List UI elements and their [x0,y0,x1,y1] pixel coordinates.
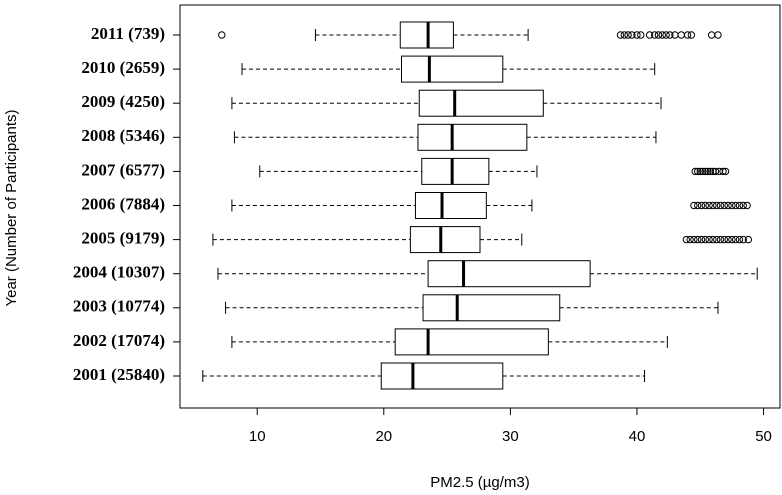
outlier [714,31,722,39]
outlier [628,31,636,39]
outlier [706,167,715,176]
outlier [658,31,666,39]
outlier [739,235,747,244]
outlier [677,31,685,39]
box [427,260,591,288]
outlier [699,167,707,176]
outlier [701,167,710,176]
box [409,226,481,254]
outlier [721,167,730,176]
outlier [696,167,704,176]
outlier [694,235,702,244]
outlier [724,201,732,210]
outlier [735,201,744,210]
x-axis-label: PM2.5 (µg/m3) [430,474,530,491]
y-tick-label: 2001 (25840) [73,365,165,384]
outlier [719,167,727,176]
x-tick-label: 10 [249,428,266,445]
outlier [637,31,645,39]
outlier [691,167,699,176]
y-tick-label: 2004 (10307) [73,263,165,282]
outlier [709,235,717,244]
outlier [713,201,721,210]
box [401,55,504,83]
outlier [705,201,713,210]
outlier [739,201,747,210]
y-tick-label: 2005 (9179) [81,229,165,248]
outlier [624,31,632,39]
outlier [690,235,698,244]
outlier [731,235,740,244]
outlier [697,201,706,210]
y-tick-label: 2003 (10774) [73,297,165,316]
y-tick-label: 2010 (2659) [81,58,165,77]
box [414,192,487,219]
outlier [744,235,753,244]
box [394,328,549,356]
x-tick-label: 50 [755,428,772,445]
outlier [711,167,720,176]
outlier [709,201,717,210]
x-tick-label: 20 [375,428,392,445]
outlier [724,235,732,244]
outlier [654,31,663,39]
outlier [687,31,696,39]
outlier [620,31,629,39]
outlier [716,235,725,244]
box [418,89,544,117]
outlier [686,235,694,244]
outlier [694,201,702,210]
outlier [697,235,706,244]
outlier [705,235,713,244]
outlier [690,201,698,210]
outlier [645,31,654,39]
outlier [728,235,736,244]
y-tick-label: 2006 (7884) [81,194,165,213]
outlier [731,201,740,210]
y-tick-label: 2009 (4250) [81,92,165,111]
outlier [650,31,659,39]
y-tick-label: 2002 (17074) [73,331,165,350]
box [380,362,504,390]
outlier [707,31,716,39]
y-tick-label: 2008 (5346) [81,126,165,145]
box [417,123,528,151]
outlier [666,31,674,39]
box [422,294,561,322]
y-tick-label: 2011 (739) [91,24,165,43]
outlier [662,31,670,39]
y-axis-label: Year (Number of Participants) [3,109,20,306]
outlier [616,31,625,39]
outlier [704,167,712,176]
outlier [701,235,710,244]
outlier [682,235,691,244]
outlier [743,201,751,210]
box [421,157,490,185]
outlier [218,31,226,39]
outlier [633,31,641,39]
outlier [683,31,692,39]
x-tick-label: 40 [629,428,646,445]
plot-frame [179,4,781,409]
outlier [713,235,721,244]
outlier [728,201,736,210]
outlier [701,201,710,210]
outlier [735,235,744,244]
x-tick-label: 30 [502,428,519,445]
y-tick-label: 2007 (6577) [81,160,165,179]
outlier [716,201,725,210]
outlier [694,167,702,176]
outlier [720,235,729,244]
outlier [720,201,729,210]
